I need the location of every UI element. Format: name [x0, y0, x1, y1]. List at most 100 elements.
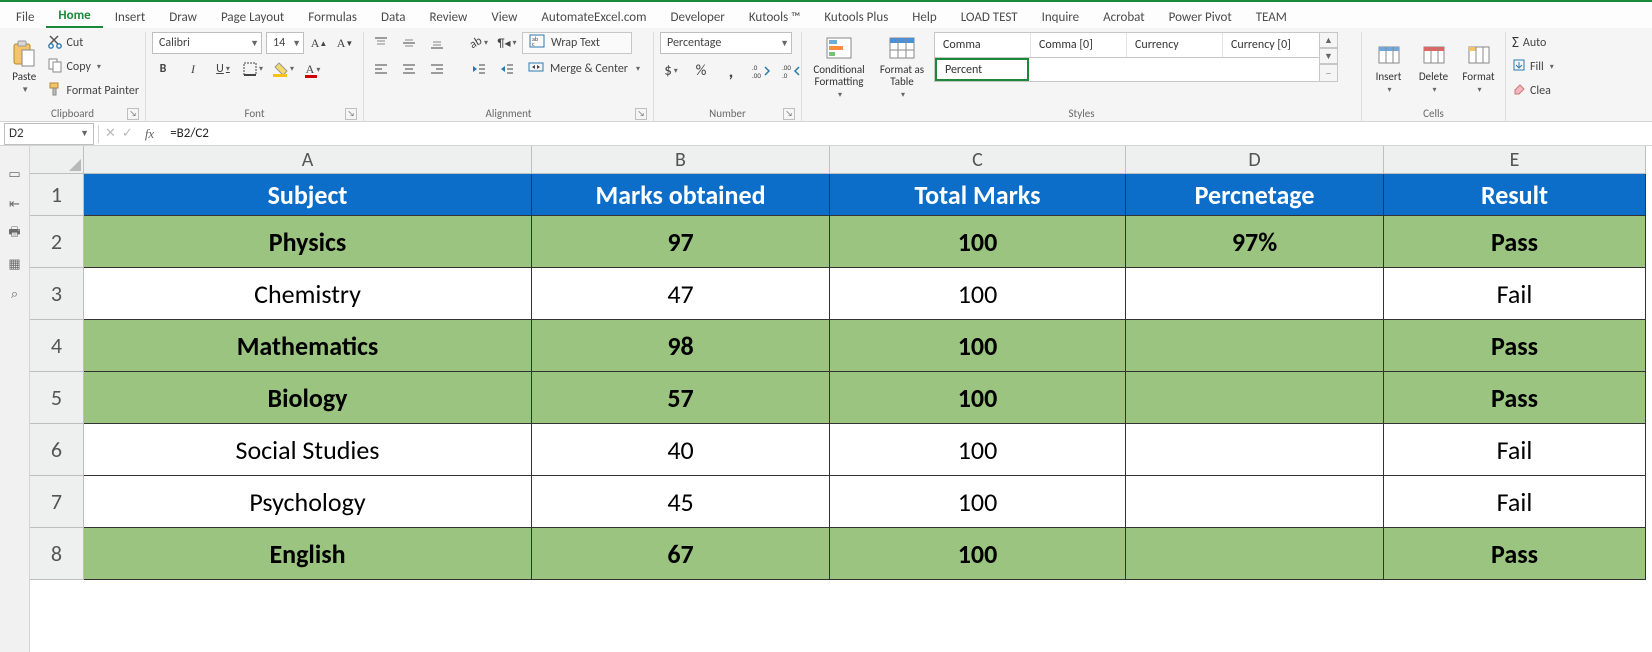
- align-right-button[interactable]: [426, 58, 448, 80]
- column-header-A[interactable]: A: [84, 146, 532, 174]
- cell[interactable]: English: [84, 528, 532, 580]
- cell[interactable]: 100: [830, 320, 1126, 372]
- align-middle-button[interactable]: [398, 32, 420, 54]
- column-header-D[interactable]: D: [1126, 146, 1384, 174]
- nav-icon-1[interactable]: ▭: [6, 166, 24, 182]
- cell[interactable]: 100: [830, 424, 1126, 476]
- menu-tab-inquire[interactable]: Inquire: [1030, 6, 1092, 28]
- menu-tab-developer[interactable]: Developer: [659, 6, 737, 28]
- cell[interactable]: [1126, 528, 1384, 580]
- cell[interactable]: 100: [830, 268, 1126, 320]
- column-header-E[interactable]: E: [1384, 146, 1646, 174]
- nav-icon-5[interactable]: ⌕: [6, 286, 24, 302]
- decrease-font-button[interactable]: A▼: [334, 32, 356, 54]
- cell[interactable]: Mathematics: [84, 320, 532, 372]
- menu-tab-review[interactable]: Review: [418, 6, 480, 28]
- row-header-2[interactable]: 2: [30, 216, 84, 268]
- align-top-button[interactable]: [370, 32, 392, 54]
- header-cell[interactable]: Total Marks: [830, 174, 1126, 216]
- row-header-3[interactable]: 3: [30, 268, 84, 320]
- menu-tab-kutools-[interactable]: Kutools ™: [737, 6, 813, 28]
- currency-button[interactable]: $▾: [660, 60, 682, 82]
- cell[interactable]: 100: [830, 528, 1126, 580]
- styles-expand[interactable]: ⎯: [1320, 64, 1338, 82]
- style-percent[interactable]: Percent: [935, 58, 1029, 81]
- row-header-7[interactable]: 7: [30, 476, 84, 528]
- align-bottom-button[interactable]: [426, 32, 448, 54]
- cell[interactable]: Fail: [1384, 268, 1646, 320]
- decrease-decimal-button[interactable]: .00.0: [780, 60, 802, 82]
- header-cell[interactable]: Percnetage: [1126, 174, 1384, 216]
- menu-tab-file[interactable]: File: [4, 6, 46, 28]
- column-header-B[interactable]: B: [532, 146, 830, 174]
- row-header-8[interactable]: 8: [30, 528, 84, 580]
- cell[interactable]: Psychology: [84, 476, 532, 528]
- autosum-button[interactable]: ΣAuto: [1512, 32, 1554, 54]
- style-currency0[interactable]: Currency [0]: [1223, 33, 1319, 57]
- menu-tab-automateexcel-com[interactable]: AutomateExcel.com: [529, 6, 658, 28]
- menu-tab-acrobat[interactable]: Acrobat: [1091, 6, 1157, 28]
- cell[interactable]: 45: [532, 476, 830, 528]
- dialog-launcher-icon[interactable]: ↘: [783, 108, 795, 120]
- cell[interactable]: 97: [532, 216, 830, 268]
- format-as-table-button[interactable]: Format asTable▾: [874, 32, 930, 102]
- font-size-combo[interactable]: 14▼: [266, 32, 304, 54]
- insert-cells-button[interactable]: Insert▾: [1368, 32, 1409, 102]
- increase-decimal-button[interactable]: .0.00: [750, 60, 772, 82]
- cell[interactable]: 98: [532, 320, 830, 372]
- menu-tab-page-layout[interactable]: Page Layout: [209, 6, 296, 28]
- number-format-combo[interactable]: Percentage▼: [660, 32, 792, 54]
- cell[interactable]: Biology: [84, 372, 532, 424]
- cell[interactable]: [1126, 268, 1384, 320]
- conditional-formatting-button[interactable]: ConditionalFormatting▾: [808, 32, 870, 102]
- enter-formula-icon[interactable]: ✓: [122, 126, 133, 141]
- cell[interactable]: Chemistry: [84, 268, 532, 320]
- style-currency[interactable]: Currency: [1127, 33, 1223, 57]
- menu-tab-view[interactable]: View: [479, 6, 529, 28]
- cell[interactable]: 100: [830, 476, 1126, 528]
- formula-input[interactable]: =B2/C2: [160, 126, 1652, 141]
- menu-tab-power-pivot[interactable]: Power Pivot: [1157, 6, 1244, 28]
- dialog-launcher-icon[interactable]: ↘: [345, 108, 357, 120]
- cell[interactable]: [1126, 372, 1384, 424]
- column-header-C[interactable]: C: [830, 146, 1126, 174]
- dialog-launcher-icon[interactable]: ↘: [635, 108, 647, 120]
- cell[interactable]: 67: [532, 528, 830, 580]
- row-header-6[interactable]: 6: [30, 424, 84, 476]
- style-comma[interactable]: Comma: [935, 33, 1031, 57]
- clear-button[interactable]: Clea: [1512, 80, 1554, 102]
- fill-color-button[interactable]: ▾: [272, 58, 294, 80]
- cell[interactable]: 97%: [1126, 216, 1384, 268]
- row-header-1[interactable]: 1: [30, 174, 84, 216]
- delete-cells-button[interactable]: Delete▾: [1413, 32, 1454, 102]
- comma-button[interactable]: ,: [720, 60, 742, 82]
- menu-tab-kutools-plus[interactable]: Kutools Plus: [812, 6, 900, 28]
- cell[interactable]: Fail: [1384, 424, 1646, 476]
- dialog-launcher-icon[interactable]: ↘: [127, 108, 139, 120]
- fill-button[interactable]: Fill▾: [1512, 56, 1554, 78]
- nav-icon-3[interactable]: 🖶: [6, 226, 24, 242]
- cell[interactable]: Pass: [1384, 528, 1646, 580]
- borders-button[interactable]: ▾: [242, 58, 264, 80]
- bold-button[interactable]: B: [152, 58, 174, 80]
- cut-button[interactable]: Cut: [47, 32, 140, 54]
- menu-tab-load-test[interactable]: LOAD TEST: [949, 6, 1030, 28]
- orientation-button[interactable]: ab▾: [468, 32, 490, 54]
- header-cell[interactable]: Subject: [84, 174, 532, 216]
- decrease-indent-button[interactable]: [468, 58, 490, 80]
- increase-font-button[interactable]: A▲: [308, 32, 330, 54]
- row-header-5[interactable]: 5: [30, 372, 84, 424]
- menu-tab-data[interactable]: Data: [369, 6, 418, 28]
- paste-button[interactable]: Paste ▼: [6, 32, 43, 102]
- format-cells-button[interactable]: Format▾: [1458, 32, 1499, 102]
- menu-tab-formulas[interactable]: Formulas: [296, 6, 369, 28]
- cell[interactable]: 40: [532, 424, 830, 476]
- nav-icon-2[interactable]: ⇤: [6, 196, 24, 212]
- cell[interactable]: 57: [532, 372, 830, 424]
- cancel-formula-icon[interactable]: ✕: [105, 126, 116, 141]
- menu-tab-home[interactable]: Home: [46, 4, 102, 28]
- cell[interactable]: 100: [830, 216, 1126, 268]
- fx-icon[interactable]: fx: [139, 126, 160, 142]
- align-center-button[interactable]: [398, 58, 420, 80]
- row-header-4[interactable]: 4: [30, 320, 84, 372]
